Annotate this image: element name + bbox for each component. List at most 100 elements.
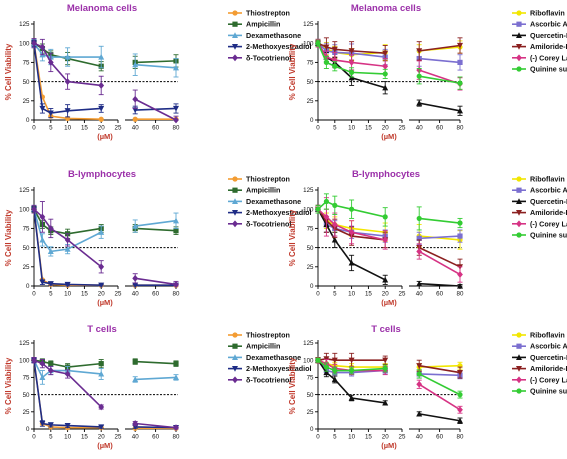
data-point [31, 39, 37, 47]
chart-title: B-lymphocytes [352, 169, 420, 180]
y-tick-label: 100 [19, 206, 30, 213]
legend-item: Ascorbic Acid [512, 20, 567, 29]
data-point [47, 248, 54, 255]
data-point [416, 280, 423, 287]
legend-marker [516, 32, 522, 38]
data-point [64, 78, 71, 85]
chart-panel-4: B-lymphocytes% Cell Viability(µM)0255075… [288, 169, 567, 307]
legend-item: 2-Methoxyestradiol [228, 208, 312, 217]
legend-item: Dexamethasone [228, 31, 301, 40]
series [31, 206, 179, 289]
legend-item: Quercetin-HCL [512, 353, 567, 362]
x-tick-label: 60 [436, 434, 443, 441]
legend-item: Thiostrepton [228, 175, 290, 184]
legend-marker [516, 54, 522, 62]
legend-marker [516, 66, 522, 72]
legend-label: 2-Methoxyestradiol [246, 208, 312, 217]
data-point [132, 222, 139, 229]
data-point [416, 248, 423, 255]
legend-marker [232, 376, 238, 384]
y-axis-label: % Cell Viability [4, 357, 13, 414]
data-point [98, 263, 105, 271]
legend-label: (-) Corey Lactone [530, 53, 567, 62]
y-tick-label: 75 [307, 375, 314, 382]
legend-marker [232, 343, 238, 349]
legend-item: Quercetin-HCL [512, 31, 567, 40]
x-tick-label: 5 [333, 434, 337, 441]
legend-item: δ-Tocotrienol [228, 375, 291, 384]
legend-label: Quinine sulphate [530, 231, 567, 240]
legend-marker [516, 21, 522, 27]
data-point [173, 217, 179, 224]
series-line [135, 60, 177, 64]
data-point [382, 214, 388, 220]
data-point [323, 44, 330, 51]
y-tick-label: 125 [303, 340, 314, 347]
y-tick-label: 0 [310, 283, 314, 290]
legend-label: Ascorbic Acid [530, 20, 567, 29]
y-tick-label: 75 [23, 60, 30, 67]
legend-marker [516, 220, 522, 228]
data-point [382, 236, 389, 244]
y-tick-label: 25 [23, 409, 30, 416]
data-point [416, 410, 423, 417]
data-point [132, 116, 138, 122]
legend-label: Quinine sulphate [530, 65, 567, 74]
data-point [457, 369, 463, 376]
legend-marker [516, 343, 522, 349]
series-line [419, 373, 461, 377]
data-point [416, 100, 423, 106]
data-point [98, 53, 105, 60]
x-tick-label: 40 [416, 434, 423, 441]
legend-label: Ampicillin [246, 342, 280, 351]
x-tick-label: 0 [316, 125, 320, 132]
legend-marker [232, 44, 238, 50]
x-tick-label: 10 [64, 125, 71, 132]
series [31, 357, 179, 371]
data-point [382, 84, 389, 91]
x-tick-label: 80 [173, 125, 180, 132]
x-tick-label: 5 [49, 434, 53, 441]
x-tick-label: 0 [32, 125, 36, 132]
y-tick-label: 50 [23, 392, 30, 399]
data-point [31, 356, 37, 364]
series [31, 38, 179, 124]
data-point [382, 365, 388, 372]
series-line [418, 250, 461, 276]
legend-item: Thiostrepton [228, 9, 290, 18]
data-point [98, 282, 105, 289]
series-line [418, 373, 461, 396]
y-tick-label: 50 [307, 245, 314, 252]
y-axis-label: % Cell Viability [288, 357, 297, 414]
x-tick-label: 25 [115, 125, 122, 132]
data-point [416, 235, 422, 241]
chart-title: Melanoma cells [351, 3, 421, 14]
data-point [173, 116, 179, 124]
legend-marker [516, 176, 522, 182]
x-tick-label: 20 [382, 125, 389, 132]
data-point [98, 105, 105, 112]
legend-label: δ-Tocotrienol [246, 53, 291, 62]
data-point [416, 48, 423, 54]
data-point [382, 276, 389, 283]
y-tick-label: 25 [307, 409, 314, 416]
legend-label: Dexamethasone [246, 197, 301, 206]
data-point [331, 46, 338, 53]
data-point [457, 406, 463, 414]
legend-item: Riboflavin [512, 175, 565, 184]
data-point [39, 43, 46, 51]
data-point [173, 361, 179, 367]
y-axis-label: % Cell Viability [288, 43, 297, 100]
data-point [457, 107, 463, 114]
legend-label: Ampicillin [246, 20, 280, 29]
x-tick-label: 40 [416, 291, 423, 298]
data-point [457, 233, 463, 239]
y-tick-label: 100 [19, 40, 30, 47]
x-tick-label: 15 [365, 291, 372, 298]
data-point [98, 116, 104, 122]
data-point [132, 420, 139, 427]
legend-marker [232, 10, 238, 16]
y-tick-label: 25 [23, 264, 30, 271]
data-point [98, 361, 104, 367]
x-tick-label: 15 [81, 434, 88, 441]
